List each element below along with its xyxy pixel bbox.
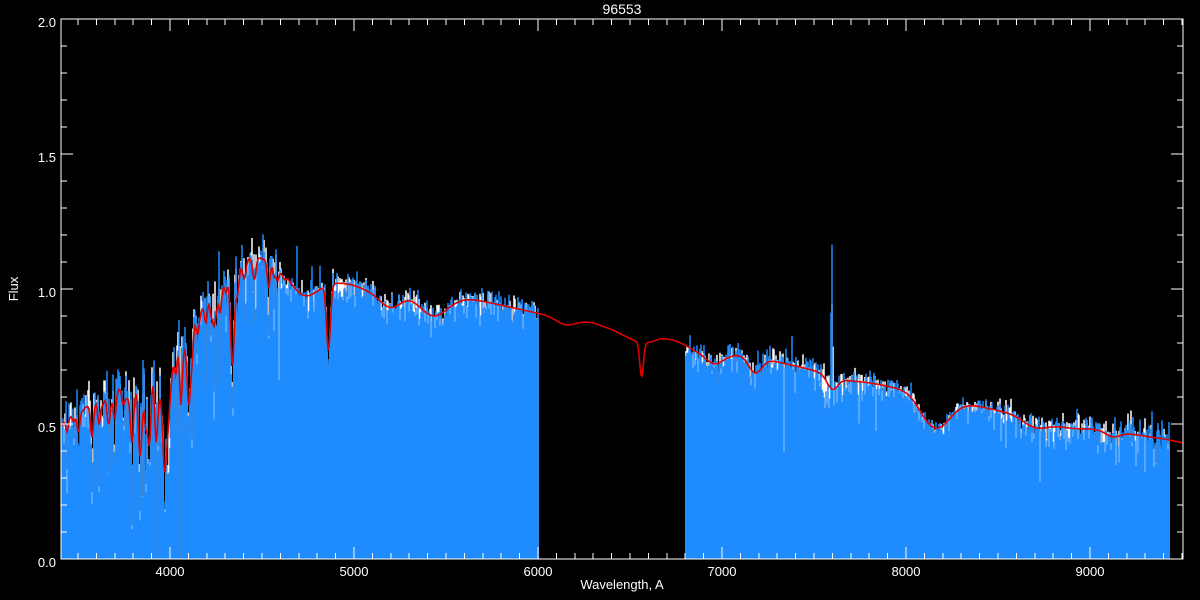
svg-text:7000: 7000 [708,564,737,579]
svg-text:2.0: 2.0 [38,15,56,30]
svg-text:8000: 8000 [892,564,921,579]
svg-text:Wavelength, A: Wavelength, A [580,577,664,592]
svg-text:5000: 5000 [340,564,369,579]
svg-text:96553: 96553 [603,1,642,17]
svg-text:4000: 4000 [156,564,185,579]
svg-text:Flux: Flux [6,276,21,301]
svg-text:1.0: 1.0 [38,285,56,300]
svg-text:0.0: 0.0 [38,555,56,570]
svg-text:1.5: 1.5 [38,150,56,165]
svg-text:6000: 6000 [524,564,553,579]
svg-text:0.5: 0.5 [38,420,56,435]
svg-text:9000: 9000 [1076,564,1105,579]
